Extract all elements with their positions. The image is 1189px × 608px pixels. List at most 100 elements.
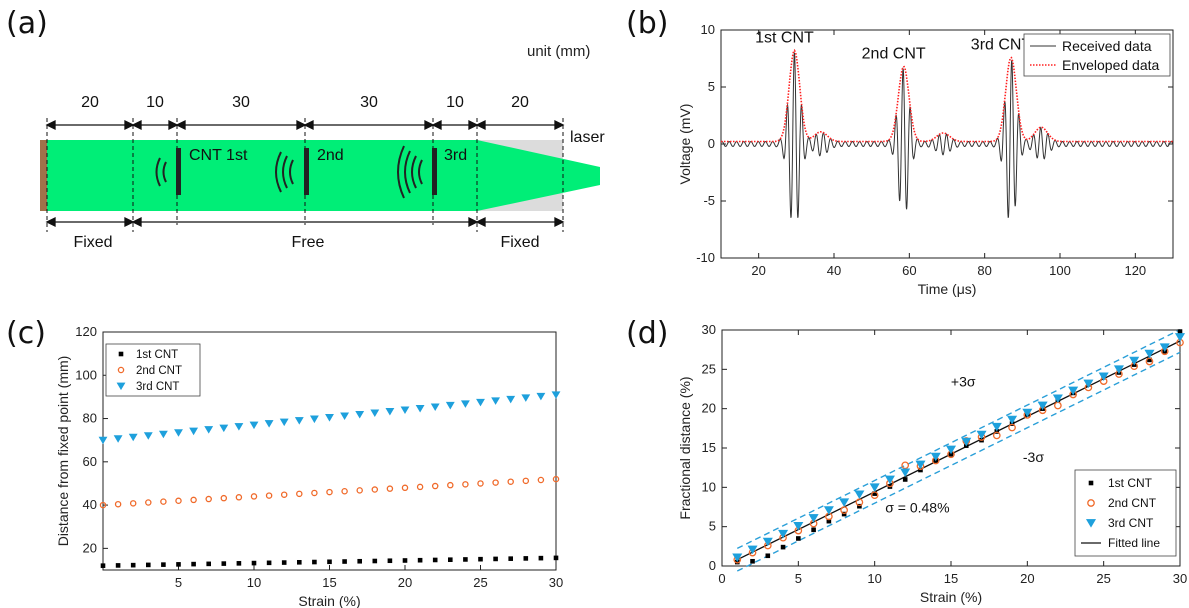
- panel-label-c: (c): [6, 316, 46, 351]
- data-point-circle: [205, 495, 212, 503]
- legend-entry: 2nd CNT: [1108, 496, 1157, 510]
- data-point-square: [221, 561, 227, 566]
- data-point-circle: [356, 487, 363, 494]
- data-point-triangle: [249, 421, 259, 430]
- data-point-square: [538, 555, 544, 561]
- data-point-square: [493, 556, 498, 562]
- legend-entry: 3rd CNT: [1108, 516, 1154, 530]
- data-point-square: [918, 467, 923, 473]
- data-point-triangle: [732, 553, 743, 562]
- legend-entry: 1st CNT: [136, 349, 178, 361]
- data-point-triangle: [189, 427, 199, 436]
- x-tick-label: 80: [977, 263, 991, 278]
- data-point-square: [236, 561, 242, 566]
- x-tick-label: 20: [398, 575, 412, 590]
- data-point-circle: [265, 492, 273, 499]
- data-point-circle: [537, 476, 545, 484]
- data-point-triangle: [385, 407, 395, 416]
- data-point-triangle: [506, 395, 516, 404]
- peak-annotation: 3rd CNT: [971, 36, 1032, 53]
- legend-entry: 1st CNT: [1108, 476, 1153, 490]
- data-point-circle: [431, 482, 439, 490]
- data-point-circle: [492, 479, 499, 486]
- data-point-triangle: [1068, 386, 1079, 396]
- arrow-head-icon: [45, 119, 56, 131]
- arrow-head-icon: [131, 119, 142, 131]
- y-tick-label: 30: [702, 322, 716, 337]
- arrow-head-icon: [124, 216, 135, 228]
- data-point-circle: [992, 431, 1001, 440]
- data-point-square: [1177, 329, 1183, 334]
- dimension-labels: 20 10 30 30 10 20: [81, 94, 529, 111]
- arrow-head-icon: [475, 119, 486, 131]
- y-tick-label: 100: [75, 367, 97, 382]
- data-point-triangle: [340, 412, 350, 421]
- data-point-square: [765, 553, 771, 559]
- arrow-head-icon: [468, 119, 479, 131]
- x-tick-label: 20: [751, 263, 765, 278]
- legend-entry: 3rd CNT: [136, 381, 179, 393]
- data-point-square: [1088, 480, 1094, 486]
- data-point-triangle: [762, 537, 773, 547]
- data-point-square: [750, 558, 755, 564]
- data-point-square: [206, 561, 211, 567]
- dimension-label: 10: [446, 94, 464, 111]
- annotation-sigma: σ = 0.48%: [885, 500, 949, 516]
- data-point-square: [357, 558, 362, 564]
- data-point-triangle: [355, 411, 365, 419]
- specimen-diagram: unit (mm) 20 10 30 30 10 20: [40, 43, 605, 251]
- sigma-band-line: [736, 329, 1181, 550]
- data-point-triangle: [991, 422, 1002, 432]
- data-point-circle: [145, 499, 152, 506]
- data-point-triangle: [930, 452, 941, 462]
- wave-icon: [162, 161, 167, 183]
- panel-label-b: (b): [626, 6, 669, 41]
- y-tick-label: -5: [703, 193, 715, 208]
- dimension-label: 10: [146, 94, 164, 111]
- data-point-square: [266, 560, 272, 566]
- data-point-triangle: [747, 545, 758, 555]
- data-point-triangle: [915, 460, 926, 470]
- data-point-square: [417, 557, 423, 563]
- sensor-label-3: 3rd: [444, 147, 467, 164]
- data-point-triangle: [1113, 365, 1124, 374]
- data-point-triangle: [400, 406, 410, 414]
- data-point-triangle: [204, 426, 214, 434]
- data-point-square: [118, 351, 124, 357]
- x-tick-label: 60: [902, 263, 916, 278]
- data-point-triangle: [551, 391, 561, 399]
- data-point-square: [463, 557, 468, 562]
- data-point-circle: [311, 489, 318, 497]
- data-point-square: [372, 558, 378, 564]
- data-point-triangle: [294, 417, 304, 425]
- laser-label: laser: [570, 129, 605, 146]
- x-tick-label: 5: [175, 575, 182, 590]
- arrow-head-icon: [303, 119, 314, 131]
- x-tick-label: 15: [322, 575, 336, 590]
- data-point-triangle: [325, 414, 334, 422]
- data-point-triangle: [1052, 394, 1063, 404]
- data-point-circle: [401, 484, 409, 492]
- data-point-circle: [175, 497, 182, 505]
- x-tick-label: 30: [549, 575, 563, 590]
- data-point-square: [130, 562, 136, 568]
- panel-label-a: (a): [6, 6, 48, 41]
- data-point-square: [811, 527, 816, 533]
- data-point-square: [191, 561, 196, 567]
- sensor-label-1: CNT 1st: [189, 147, 248, 164]
- wave-icon: [418, 159, 423, 185]
- arrow-head-icon: [296, 119, 307, 131]
- data-point-triangle: [98, 436, 108, 445]
- legend-box: [1023, 33, 1171, 77]
- dimension-label: 20: [81, 94, 99, 111]
- data-point-circle: [326, 488, 333, 496]
- data-point-square: [297, 559, 302, 565]
- data-point-square: [478, 556, 483, 562]
- arrow-head-icon: [45, 216, 56, 228]
- data-point-triangle: [1022, 408, 1033, 418]
- data-point-triangle: [309, 415, 319, 424]
- data-point-triangle: [900, 468, 911, 478]
- y-tick-label: 10: [702, 479, 716, 494]
- data-point-triangle: [174, 429, 183, 437]
